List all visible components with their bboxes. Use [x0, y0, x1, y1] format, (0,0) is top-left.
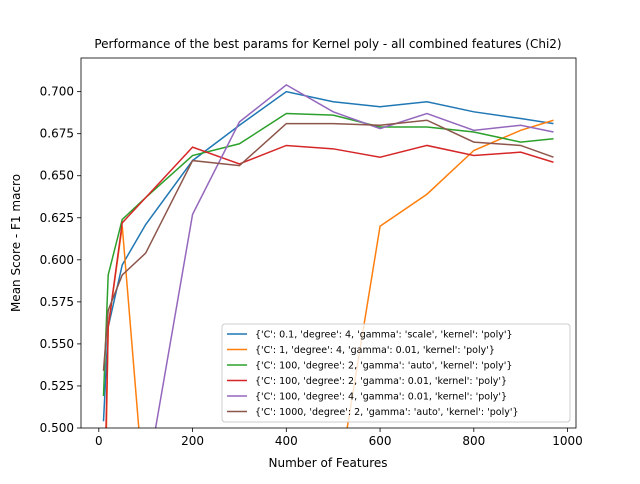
x-tick-label: 0 [95, 434, 103, 448]
series-line [105, 144, 554, 428]
legend-label: {'C': 1000, 'degree': 2, 'gamma': 'auto'… [255, 407, 519, 418]
legend-label: {'C': 0.1, 'degree': 4, 'gamma': 'scale'… [255, 330, 513, 341]
x-tick-label: 200 [181, 434, 204, 448]
y-tick-label: 0.700 [40, 85, 74, 99]
y-tick-label: 0.650 [40, 169, 74, 183]
chart-title: Performance of the best params for Kerne… [94, 37, 561, 51]
series-line [102, 90, 554, 422]
axes-frame [80, 57, 577, 429]
y-tick-label: 0.550 [40, 337, 74, 351]
series-line [102, 119, 554, 371]
series-line [154, 84, 554, 428]
legend-label: {'C': 100, 'degree': 2, 'gamma': 'auto',… [255, 361, 512, 372]
y-tick-label: 0.500 [40, 421, 74, 435]
y-tick-label: 0.625 [40, 211, 74, 225]
legend-label: {'C': 100, 'degree': 4, 'gamma': 0.01, '… [255, 392, 507, 403]
legend-box [221, 323, 571, 423]
series-line [102, 112, 554, 397]
y-tick-label: 0.525 [40, 379, 74, 393]
x-tick-label: 600 [369, 434, 392, 448]
y-axis-label: Mean Score - F1 macro [9, 174, 23, 312]
y-tick-label: 0.675 [40, 127, 74, 141]
legend-label: {'C': 100, 'degree': 2, 'gamma': 0.01, '… [255, 376, 507, 387]
plot-area [102, 84, 554, 428]
legend-label: {'C': 1, 'degree': 4, 'gamma': 0.01, 'ke… [255, 345, 495, 356]
y-tick-label: 0.575 [40, 295, 74, 309]
x-axis-label: Number of Features [269, 456, 388, 470]
x-tick-label: 800 [462, 434, 485, 448]
x-tick-label: 1000 [552, 434, 583, 448]
y-tick-label: 0.600 [40, 253, 74, 267]
x-tick-label: 400 [275, 434, 298, 448]
